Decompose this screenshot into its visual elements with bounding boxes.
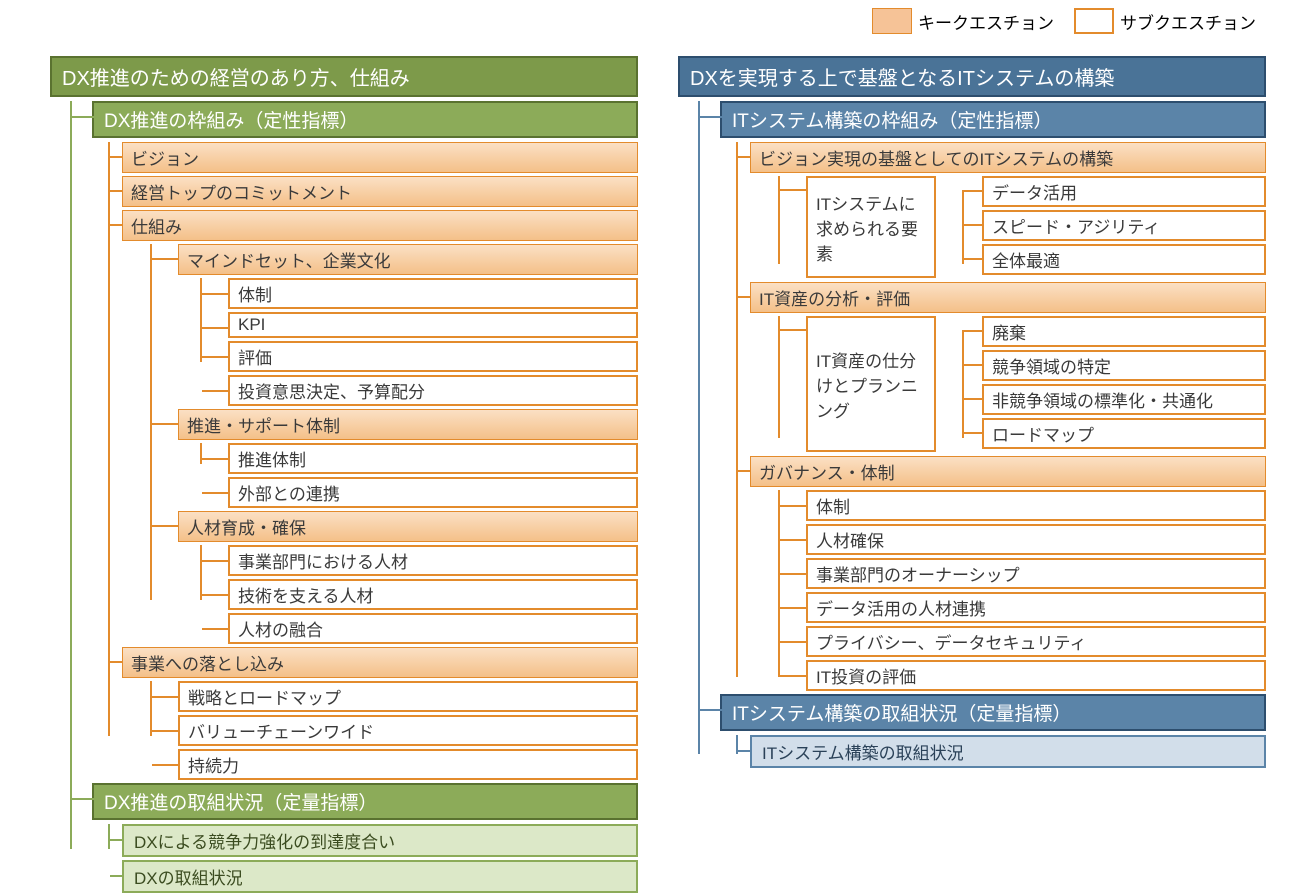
sub-mindset-b: KPI (228, 312, 638, 338)
legend-key-swatch (872, 8, 912, 34)
key-governance: ガバナンス・体制 (750, 456, 1266, 487)
sub-hr-b: 技術を支える人材 (228, 579, 638, 610)
split-asset-plan: IT資産の仕分けとプランニング 廃棄 競争領域の特定 非競争領域の標準化・共通化… (806, 316, 1266, 452)
sub-mindset-c: 評価 (228, 341, 638, 372)
quant-left-b: DXの取組状況 (122, 860, 638, 893)
key-commitment: 経営トップのコミットメント (122, 176, 638, 207)
sub-gov-d: データ活用の人材連携 (806, 592, 1266, 623)
sub-biz-b: バリューチェーンワイド (178, 715, 638, 746)
sub-support-a: 推進体制 (228, 443, 638, 474)
sub-asset-b: 競争領域の特定 (982, 350, 1266, 381)
legend-key: キークエスチョン (872, 8, 1054, 34)
key-hr: 人材育成・確保 (178, 511, 638, 542)
sub-support-b: 外部との連携 (228, 477, 638, 508)
legend-sub-label: サブクエスチョン (1120, 9, 1256, 34)
diagram-columns: DX推進のための経営のあり方、仕組み DX推進の枠組み（定性指標） ビジョン 経… (50, 56, 1266, 896)
left-section1: DX推進の枠組み（定性指標） (92, 101, 638, 138)
key-asset-analysis: IT資産の分析・評価 (750, 282, 1266, 313)
sub-mindset-d: 投資意思決定、予算配分 (228, 375, 638, 406)
key-vision: ビジョン (122, 142, 638, 173)
key-business: 事業への落とし込み (122, 647, 638, 678)
quant-right-a: ITシステム構築の取組状況 (750, 735, 1266, 768)
sub-asset-a: 廃棄 (982, 316, 1266, 347)
sub-gov-b: 人材確保 (806, 524, 1266, 555)
left-column: DX推進のための経営のあり方、仕組み DX推進の枠組み（定性指標） ビジョン 経… (50, 56, 638, 896)
it-req-label: ITシステムに求められる要素 (806, 176, 936, 278)
sub-gov-e: プライバシー、データセキュリティ (806, 626, 1266, 657)
left-title: DX推進のための経営のあり方、仕組み (50, 56, 638, 97)
right-column: DXを実現する上で基盤となるITシステムの構築 ITシステム構築の枠組み（定性指… (678, 56, 1266, 896)
right-section1: ITシステム構築の枠組み（定性指標） (720, 101, 1266, 138)
sub-gov-c: 事業部門のオーナーシップ (806, 558, 1266, 589)
legend-sub-swatch (1074, 8, 1114, 34)
sub-biz-a: 戦略とロードマップ (178, 681, 638, 712)
legend-sub: サブクエスチョン (1074, 8, 1256, 34)
legend-key-label: キークエスチョン (918, 9, 1054, 34)
asset-plan-label: IT資産の仕分けとプランニング (806, 316, 936, 452)
split-it-req: ITシステムに求められる要素 データ活用 スピード・アジリティ 全体最適 (806, 176, 1266, 278)
sub-itreq-c: 全体最適 (982, 244, 1266, 275)
sub-gov-f: IT投資の評価 (806, 660, 1266, 691)
sub-asset-c: 非競争領域の標準化・共通化 (982, 384, 1266, 415)
sub-mindset-a: 体制 (228, 278, 638, 309)
sub-itreq-b: スピード・アジリティ (982, 210, 1266, 241)
quant-left-a: DXによる競争力強化の到達度合い (122, 824, 638, 857)
sub-biz-c: 持続力 (178, 749, 638, 780)
sub-gov-a: 体制 (806, 490, 1266, 521)
left-section2: DX推進の取組状況（定量指標） (92, 783, 638, 820)
right-title: DXを実現する上で基盤となるITシステムの構築 (678, 56, 1266, 97)
key-mindset: マインドセット、企業文化 (178, 244, 638, 275)
right-section2: ITシステム構築の取組状況（定量指標） (720, 694, 1266, 731)
key-support: 推進・サポート体制 (178, 409, 638, 440)
sub-asset-d: ロードマップ (982, 418, 1266, 449)
key-vision-it: ビジョン実現の基盤としてのITシステムの構築 (750, 142, 1266, 173)
legend: キークエスチョン サブクエスチョン (872, 8, 1256, 34)
key-mechanism: 仕組み (122, 210, 638, 241)
sub-hr-a: 事業部門における人材 (228, 545, 638, 576)
sub-hr-c: 人材の融合 (228, 613, 638, 644)
sub-itreq-a: データ活用 (982, 176, 1266, 207)
